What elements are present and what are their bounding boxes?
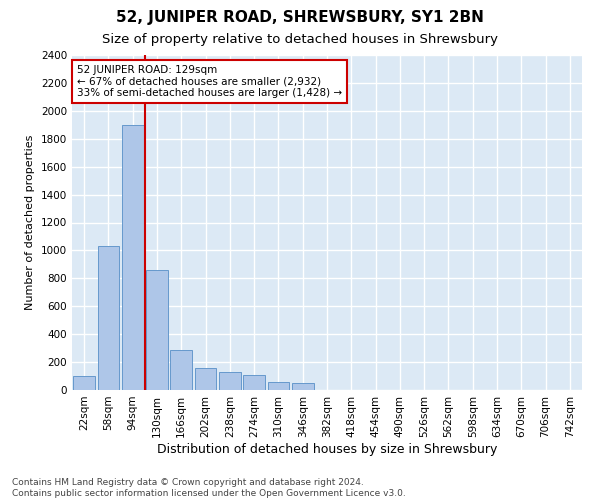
Bar: [170, 350, 192, 390]
Text: Size of property relative to detached houses in Shrewsbury: Size of property relative to detached ho…: [102, 32, 498, 46]
X-axis label: Distribution of detached houses by size in Shrewsbury: Distribution of detached houses by size …: [157, 442, 497, 456]
Text: 52, JUNIPER ROAD, SHREWSBURY, SY1 2BN: 52, JUNIPER ROAD, SHREWSBURY, SY1 2BN: [116, 10, 484, 25]
Bar: [146, 270, 168, 390]
Bar: [122, 125, 143, 390]
Bar: [97, 246, 119, 390]
Bar: [194, 368, 217, 390]
Bar: [243, 374, 265, 390]
Y-axis label: Number of detached properties: Number of detached properties: [25, 135, 35, 310]
Text: Contains HM Land Registry data © Crown copyright and database right 2024.
Contai: Contains HM Land Registry data © Crown c…: [12, 478, 406, 498]
Bar: [219, 372, 241, 390]
Bar: [268, 382, 289, 390]
Bar: [292, 383, 314, 390]
Bar: [73, 376, 95, 390]
Text: 52 JUNIPER ROAD: 129sqm
← 67% of detached houses are smaller (2,932)
33% of semi: 52 JUNIPER ROAD: 129sqm ← 67% of detache…: [77, 65, 342, 98]
